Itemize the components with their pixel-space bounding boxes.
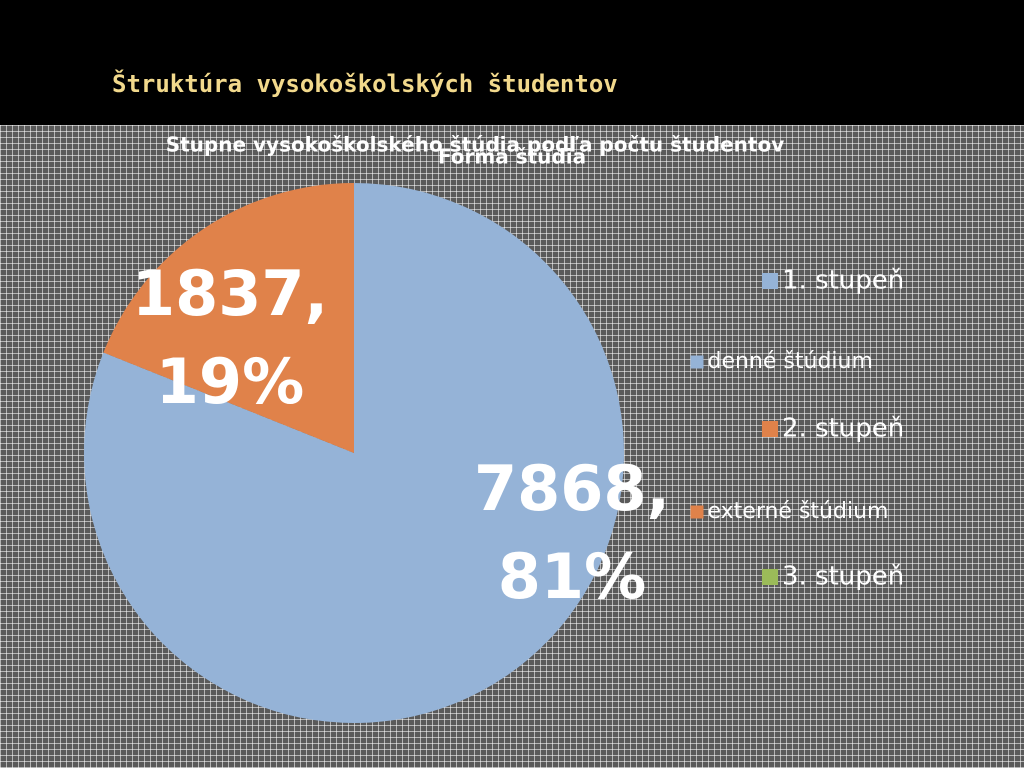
legend-label: externé štúdium: [708, 499, 889, 524]
data-label: 1837, 19%: [131, 257, 329, 418]
legend-swatch: [762, 569, 778, 585]
legend-label: 1. stupeň: [782, 266, 904, 296]
legend-swatch: [690, 355, 704, 369]
pie-slice: [84, 183, 624, 724]
header: Štruktúra vysokoškolských študentov: [0, 0, 1024, 125]
pie-slice: [103, 183, 354, 453]
legend-swatch: [762, 421, 778, 437]
chart-title: Stupne vysokoškolského štúdia podľa počt…: [166, 133, 785, 157]
legend-swatch: [762, 273, 778, 289]
legend-swatch: [690, 505, 704, 519]
legend-label: 3. stupeň: [782, 562, 904, 592]
slide-title: Štruktúra vysokoškolských študentov: [112, 70, 618, 98]
legend-label: denné štúdium: [708, 349, 873, 374]
legend-label: 2. stupeň: [782, 414, 904, 444]
data-label: 7868, 81%: [473, 452, 671, 613]
chart-title: Forma štúdia: [438, 145, 586, 169]
